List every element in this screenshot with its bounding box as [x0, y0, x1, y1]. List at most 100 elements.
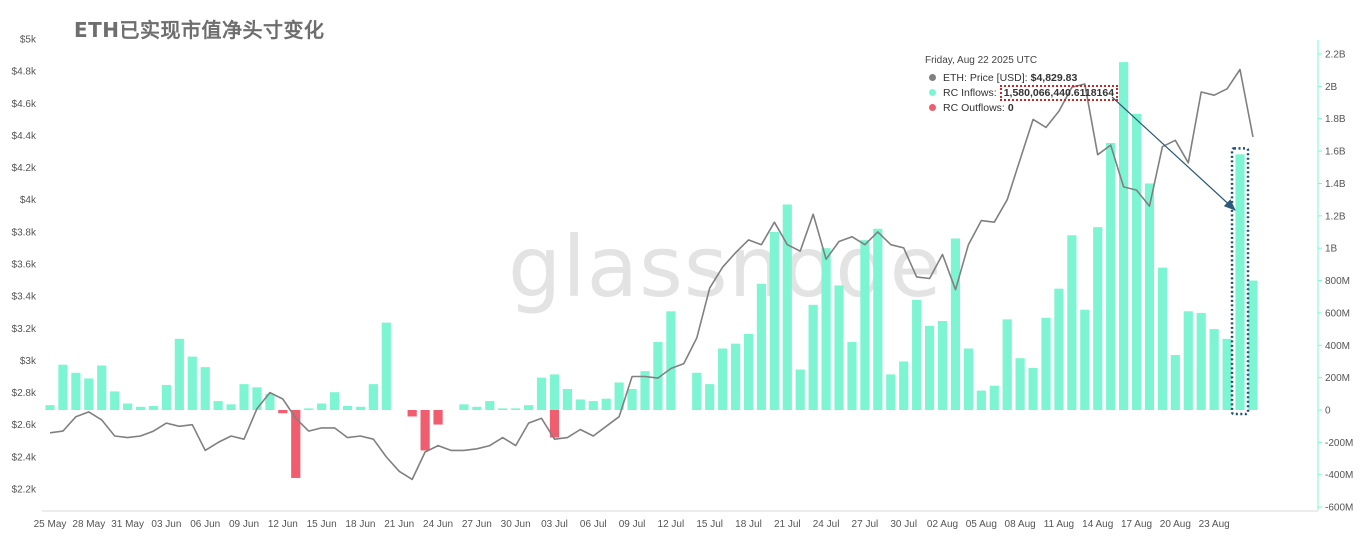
- inflow-bar: [1054, 288, 1064, 410]
- inflow-bar: [1028, 367, 1038, 410]
- inflow-bar: [782, 204, 792, 410]
- inflow-bar: [1002, 319, 1012, 410]
- tooltip-row-inflows: RC Inflows: 1,580,066,440.6118164: [925, 84, 1119, 101]
- inflow-bar: [950, 238, 961, 410]
- annotation-layer: [1111, 96, 1250, 416]
- tooltip-outflows-value: 0: [1007, 101, 1014, 114]
- right-tick-label: 1.4B: [1325, 179, 1346, 190]
- inflow-bar: [200, 367, 210, 410]
- inflow-bar: [1144, 183, 1155, 410]
- inflow-bar: [1183, 311, 1193, 410]
- inflow-bar: [1093, 227, 1103, 410]
- x-tick-label: 21 Jun: [384, 519, 414, 530]
- x-tick-label: 08 Aug: [1005, 519, 1036, 530]
- inflow-bar: [1015, 358, 1025, 410]
- x-tick-label: 28 May: [72, 519, 105, 530]
- inflow-bar: [1196, 312, 1206, 410]
- price-line: [49, 68, 1254, 481]
- inflow-bar: [1235, 154, 1245, 410]
- inflow-bar: [381, 322, 391, 410]
- tooltip-price-label: ETH: Price [USD]:: [943, 71, 1028, 84]
- x-tick-label: 12 Jun: [268, 519, 298, 530]
- x-tick-label: 03 Jun: [151, 519, 181, 530]
- inflow-bar: [161, 384, 172, 410]
- x-tick-label: 15 Jun: [307, 519, 337, 530]
- inflow-bar: [239, 384, 249, 410]
- inflow-bar: [575, 399, 585, 410]
- inflow-bar: [97, 365, 107, 410]
- inflow-bar: [821, 248, 831, 410]
- inflow-bar: [692, 372, 702, 410]
- inflow-bar: [84, 378, 94, 410]
- x-tick-label: 27 Jul: [852, 519, 879, 530]
- inflow-bar: [601, 398, 611, 410]
- left-tick-label: $4.4k: [12, 131, 37, 142]
- outflows-legend-dot: [929, 104, 936, 111]
- inflow-bar: [1080, 309, 1090, 410]
- right-tick-label: 2.2B: [1325, 50, 1346, 61]
- inflow-bar: [666, 311, 676, 410]
- right-tick-label: 2B: [1325, 82, 1338, 93]
- inflow-bar: [795, 369, 805, 410]
- inflow-bar: [730, 343, 741, 410]
- tooltip-outflows-label: RC Outflows:: [943, 101, 1005, 114]
- inflow-bar: [187, 356, 197, 410]
- inflow-bar: [485, 401, 495, 410]
- left-tick-label: $2.2k: [12, 485, 37, 496]
- x-tick-label: 24 Jun: [423, 519, 453, 530]
- x-tick-label: 30 Jun: [501, 519, 531, 530]
- x-tick-label: 06 Jul: [580, 519, 607, 530]
- inflow-bar: [472, 406, 482, 410]
- left-tick-label: $2.6k: [12, 420, 37, 431]
- inflow-bar: [1131, 113, 1142, 410]
- left-tick-label: $3k: [20, 356, 37, 367]
- inflow-bar: [808, 304, 818, 410]
- x-tick-label: 30 Jul: [890, 519, 917, 530]
- inflow-bar: [71, 372, 81, 410]
- right-tick-label: 400M: [1325, 341, 1350, 352]
- price-legend-dot: [929, 74, 936, 81]
- outflow-bar: [407, 410, 417, 417]
- left-tick-label: $3.8k: [12, 227, 37, 238]
- inflow-bar: [976, 390, 986, 410]
- x-tick-label: 18 Jun: [345, 519, 375, 530]
- inflow-bar: [653, 342, 663, 410]
- right-tick-label: -400M: [1325, 470, 1353, 481]
- inflow-bar: [912, 299, 922, 410]
- x-tick-label: 15 Jul: [696, 519, 723, 530]
- x-tick-label: 31 May: [111, 519, 144, 530]
- inflow-bar: [342, 405, 353, 410]
- inflow-bar: [627, 388, 637, 410]
- x-tick-label: 11 Aug: [1044, 519, 1074, 530]
- axes-layer: $2.2k $2.4k $2.6k $2.8k $3k $3.2k $3.4k $3.6k $3…: [12, 35, 1354, 531]
- inflow-bar: [899, 361, 909, 410]
- left-tick-label: $3.6k: [12, 260, 37, 271]
- inflow-bar: [174, 338, 184, 410]
- inflow-bar: [135, 406, 146, 410]
- inflow-bar: [1209, 329, 1219, 410]
- inflows-legend-dot: [929, 89, 936, 96]
- x-tick-label: 25 May: [34, 519, 67, 530]
- right-tick-label: 1.2B: [1325, 211, 1346, 222]
- inflow-bar: [252, 387, 262, 410]
- x-tick-label: 27 Jun: [462, 519, 492, 530]
- inflow-bar: [847, 342, 857, 410]
- inflow-bar: [498, 408, 508, 410]
- inflow-bar: [549, 374, 560, 410]
- line-layer: [49, 68, 1254, 481]
- tooltip-row-price: ETH: Price [USD]: $4,829.83: [925, 70, 1118, 85]
- left-tick-label: $3.4k: [12, 292, 37, 303]
- inflow-bar: [718, 348, 728, 410]
- inflow-bar: [756, 283, 767, 410]
- x-tick-label: 21 Jul: [774, 519, 801, 530]
- inflow-bar: [860, 240, 870, 410]
- left-tick-label: $2.8k: [12, 388, 37, 399]
- inflow-bar: [1067, 235, 1077, 410]
- inflow-bar: [317, 403, 327, 410]
- highlight-box: [1230, 147, 1250, 416]
- inflow-bar: [937, 321, 948, 410]
- inflow-bar: [58, 364, 68, 410]
- inflow-bar: [304, 408, 314, 410]
- inflow-bar: [924, 325, 935, 410]
- inflow-bar: [1157, 267, 1168, 410]
